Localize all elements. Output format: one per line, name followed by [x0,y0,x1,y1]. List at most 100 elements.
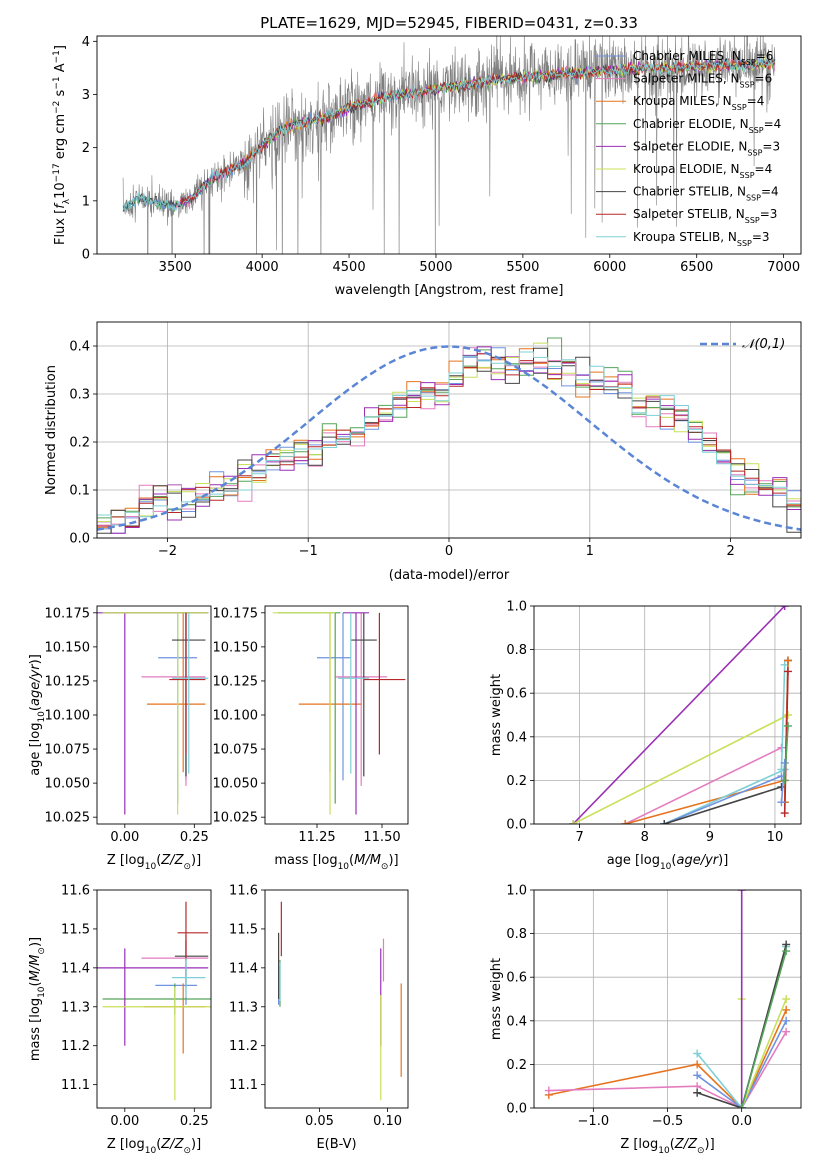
panel-residuals: −2 −1 0 1 2 0.0 0.1 0.2 0.3 0.4 (data-model)/error… [44,321,802,583]
label-part: −1 [52,76,62,89]
y-tick-label: 10.025 [45,811,91,826]
weight-marker [737,890,746,894]
label-part: −17 [52,163,62,182]
weight-line-dark [696,944,787,1108]
point-green [102,612,209,804]
x-tick-label: 0.05 [305,1114,334,1129]
weight-marker [783,667,792,676]
legend-sub: SSP [745,216,760,225]
y-tick-label: 0.2 [69,436,90,451]
label-part: 10 [658,1146,670,1156]
legend-label: Chabrier STELIB, NSSP=4 [633,185,779,203]
legend-sub: SSP [740,171,755,180]
legend-sub: SSP [749,125,764,134]
legend-suffix: =4 [755,162,773,176]
y-tick-label: 10.150 [45,640,91,655]
x-tick-label: 7 [575,830,583,845]
axes-frame [264,605,409,825]
label-part: −2 [52,101,62,114]
legend-suffix: =6 [755,72,773,86]
y-tick-label: 0.4 [506,730,527,745]
legend-suffix: =6 [756,49,774,63]
label-part: Z/Z [160,853,184,868]
y-tick-label: 0.0 [506,818,527,833]
y-tick-label: 11.6 [229,884,258,899]
point-pink [335,612,388,786]
panel-mass-vs-EBV: 0.05 0.10 11.1 11.2 11.3 11.4 11.5 11.6 E(B-V) [229,884,409,1152]
x-axis-label: Z [log10(Z/Z⊙)] [107,1137,201,1156]
y-axis-label: mass [log10(M/M⊙)] [28,937,47,1061]
y-tick-label: 10.050 [213,777,259,792]
y-tick-label: 0.0 [69,532,90,547]
y-tick-label: 3 [82,88,90,103]
legend-sub: SSP [747,148,762,157]
x-tick-label: −0.5 [652,1114,684,1129]
y-tick-label: 10.125 [213,674,259,689]
point-cyan [172,958,206,998]
x-axis-label: Z [log10(Z/Z⊙)] [620,1137,714,1156]
label-part: Z [log [107,1137,145,1152]
label-part: mass [log [28,998,43,1061]
y-tick-label: 10.175 [45,606,91,621]
point-cyan [337,612,369,774]
point-yellow [272,612,336,815]
weight-line-blue [780,762,786,803]
label-part: Z [log [107,853,145,868]
label-part: 10 [660,862,672,872]
y-tick-label: 11.2 [229,1039,258,1054]
weight-marker [660,820,669,824]
y-axis-label: Flux [fλ10−17 erg cm−2 s−1 A−1] [52,45,72,245]
y-tick-label: 1 [82,194,90,209]
y-tick-label: 0.8 [506,643,527,658]
x-tick-label: 2 [726,544,734,559]
label-part: )] [388,853,398,868]
legend-text: Kroupa MILES, N [633,94,732,108]
legend-sub: SSP [737,238,752,247]
axes-frame [96,35,802,255]
weight-line-blue [663,775,782,824]
x-tick-label: −1 [299,544,318,559]
weight-marker [783,721,792,730]
x-tick-label: 5500 [506,260,539,275]
label-part: 10 [145,862,157,872]
model-line-cyan [122,57,776,211]
y-tick-label: 10.075 [45,743,91,758]
x-tick-label: 6500 [680,260,713,275]
label-part: ⊙ [697,1146,705,1156]
label-part: ⊙ [183,862,191,872]
axes-frame [264,889,409,1109]
legend-text: Chabrier MILES, N [633,49,741,63]
point-green [102,983,211,1015]
legend-sub: SSP [732,103,747,112]
label-part: ( [156,1137,161,1152]
x-tick-label: 7000 [767,260,800,275]
y-tick-label: 4 [82,35,90,50]
axes-frame [96,321,802,539]
label-part: )] [191,853,201,868]
label-part: M/M [354,853,381,868]
point-red [169,612,206,755]
x-tick-label: 0.25 [180,1114,209,1129]
legend-sub: SSP [740,80,755,89]
histogram-cyan [97,351,801,526]
weight-line-blue [696,1020,787,1108]
label-part: λ [62,198,72,204]
weight-marker [693,1060,702,1069]
x-tick-label: 4000 [246,260,279,275]
weight-marker [737,1104,746,1108]
chart-title: PLATE=1629, MJD=52945, FIBERID=0431, z=0… [260,14,638,32]
x-tick-label: 0.0 [731,1114,752,1129]
y-tick-label: 11.1 [61,1078,90,1093]
label-part: )] [718,853,728,868]
point-dark [174,940,209,988]
legend-suffix: =3 [760,207,778,221]
weight-line-cyan [780,664,786,770]
legend-text: Chabrier STELIB, N [633,185,746,199]
x-tick-label: 9 [706,830,714,845]
y-tick-label: 11.4 [229,961,258,976]
label-part: ] [53,45,68,50]
y-tick-label: 11.1 [229,1078,258,1093]
weight-marker [544,1086,553,1095]
x-axis-label: Z [log10(Z/Z⊙)] [107,853,201,872]
